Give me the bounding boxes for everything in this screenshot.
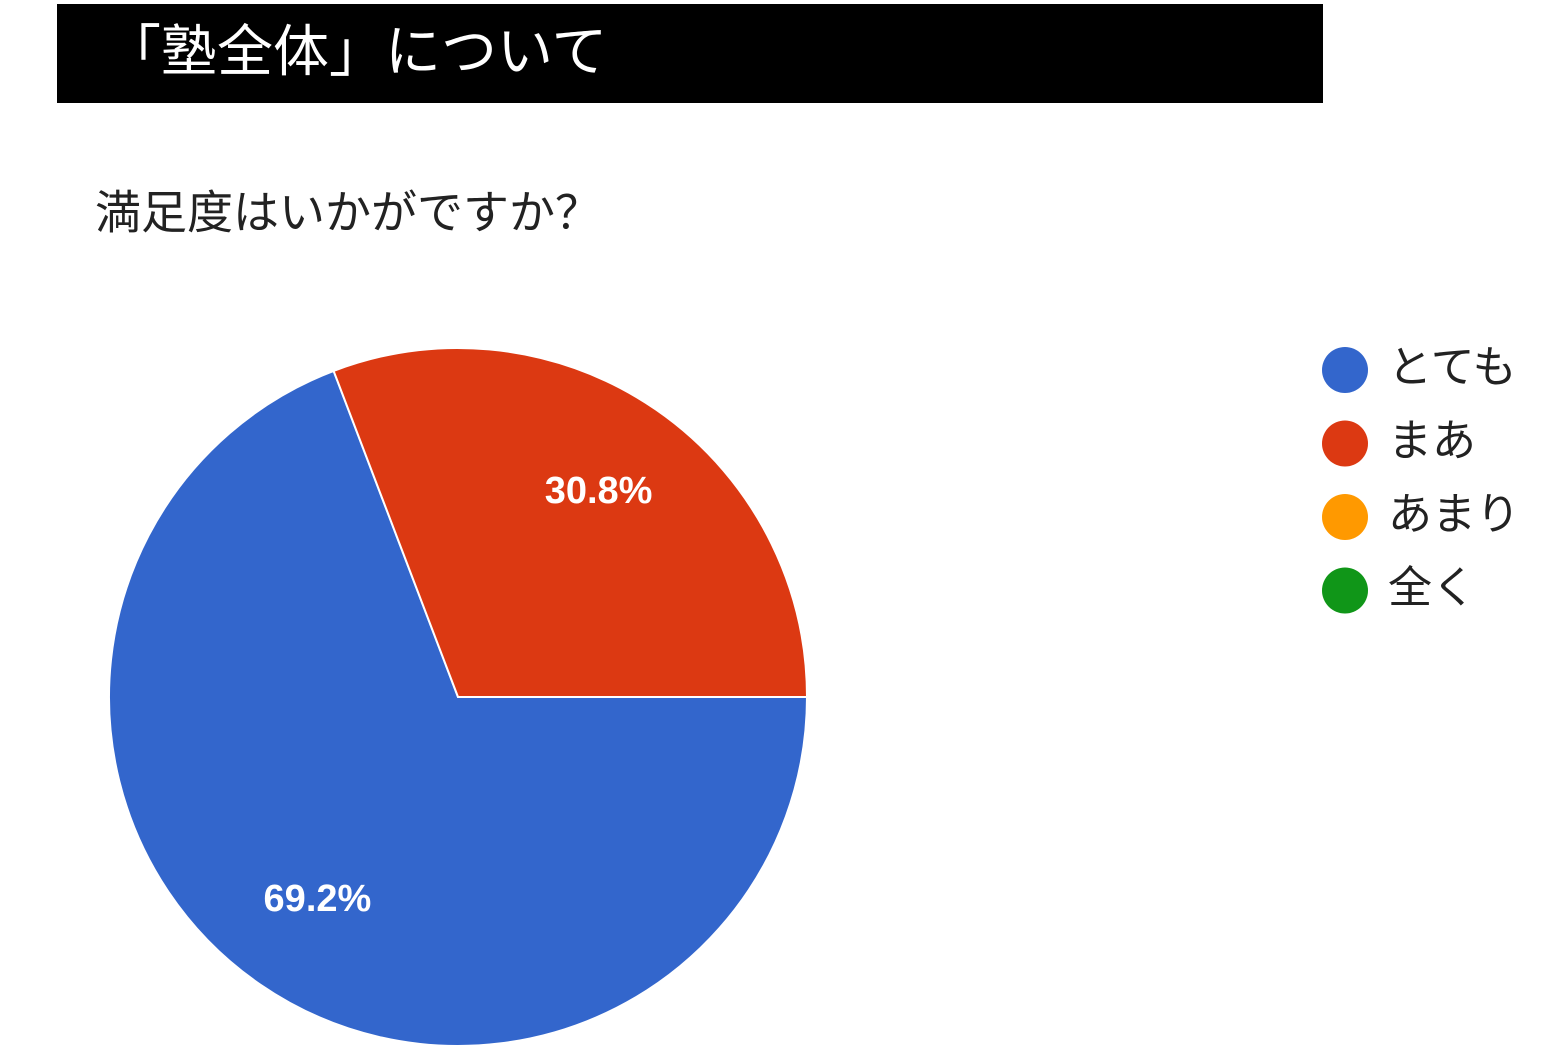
legend-label: とても: [1388, 342, 1516, 393]
data-label: 30.8%: [545, 470, 653, 512]
pie-slice: [108, 369, 809, 1047]
legend-label: あまり: [1388, 489, 1520, 540]
legend-label: 全く: [1388, 563, 1476, 614]
legend-marker: [1322, 420, 1368, 467]
header-bar: [57, 4, 1323, 103]
legend-label: まあ: [1388, 416, 1476, 467]
chart-title: 満足度はいかがですか？: [95, 186, 601, 240]
data-label: 69.2%: [264, 878, 372, 920]
legend-marker: [1322, 347, 1368, 393]
legend-marker: [1322, 494, 1368, 540]
legend-marker: [1322, 567, 1368, 614]
header-title: 「塾全体」について: [105, 20, 607, 85]
pie-slice: [332, 347, 809, 698]
